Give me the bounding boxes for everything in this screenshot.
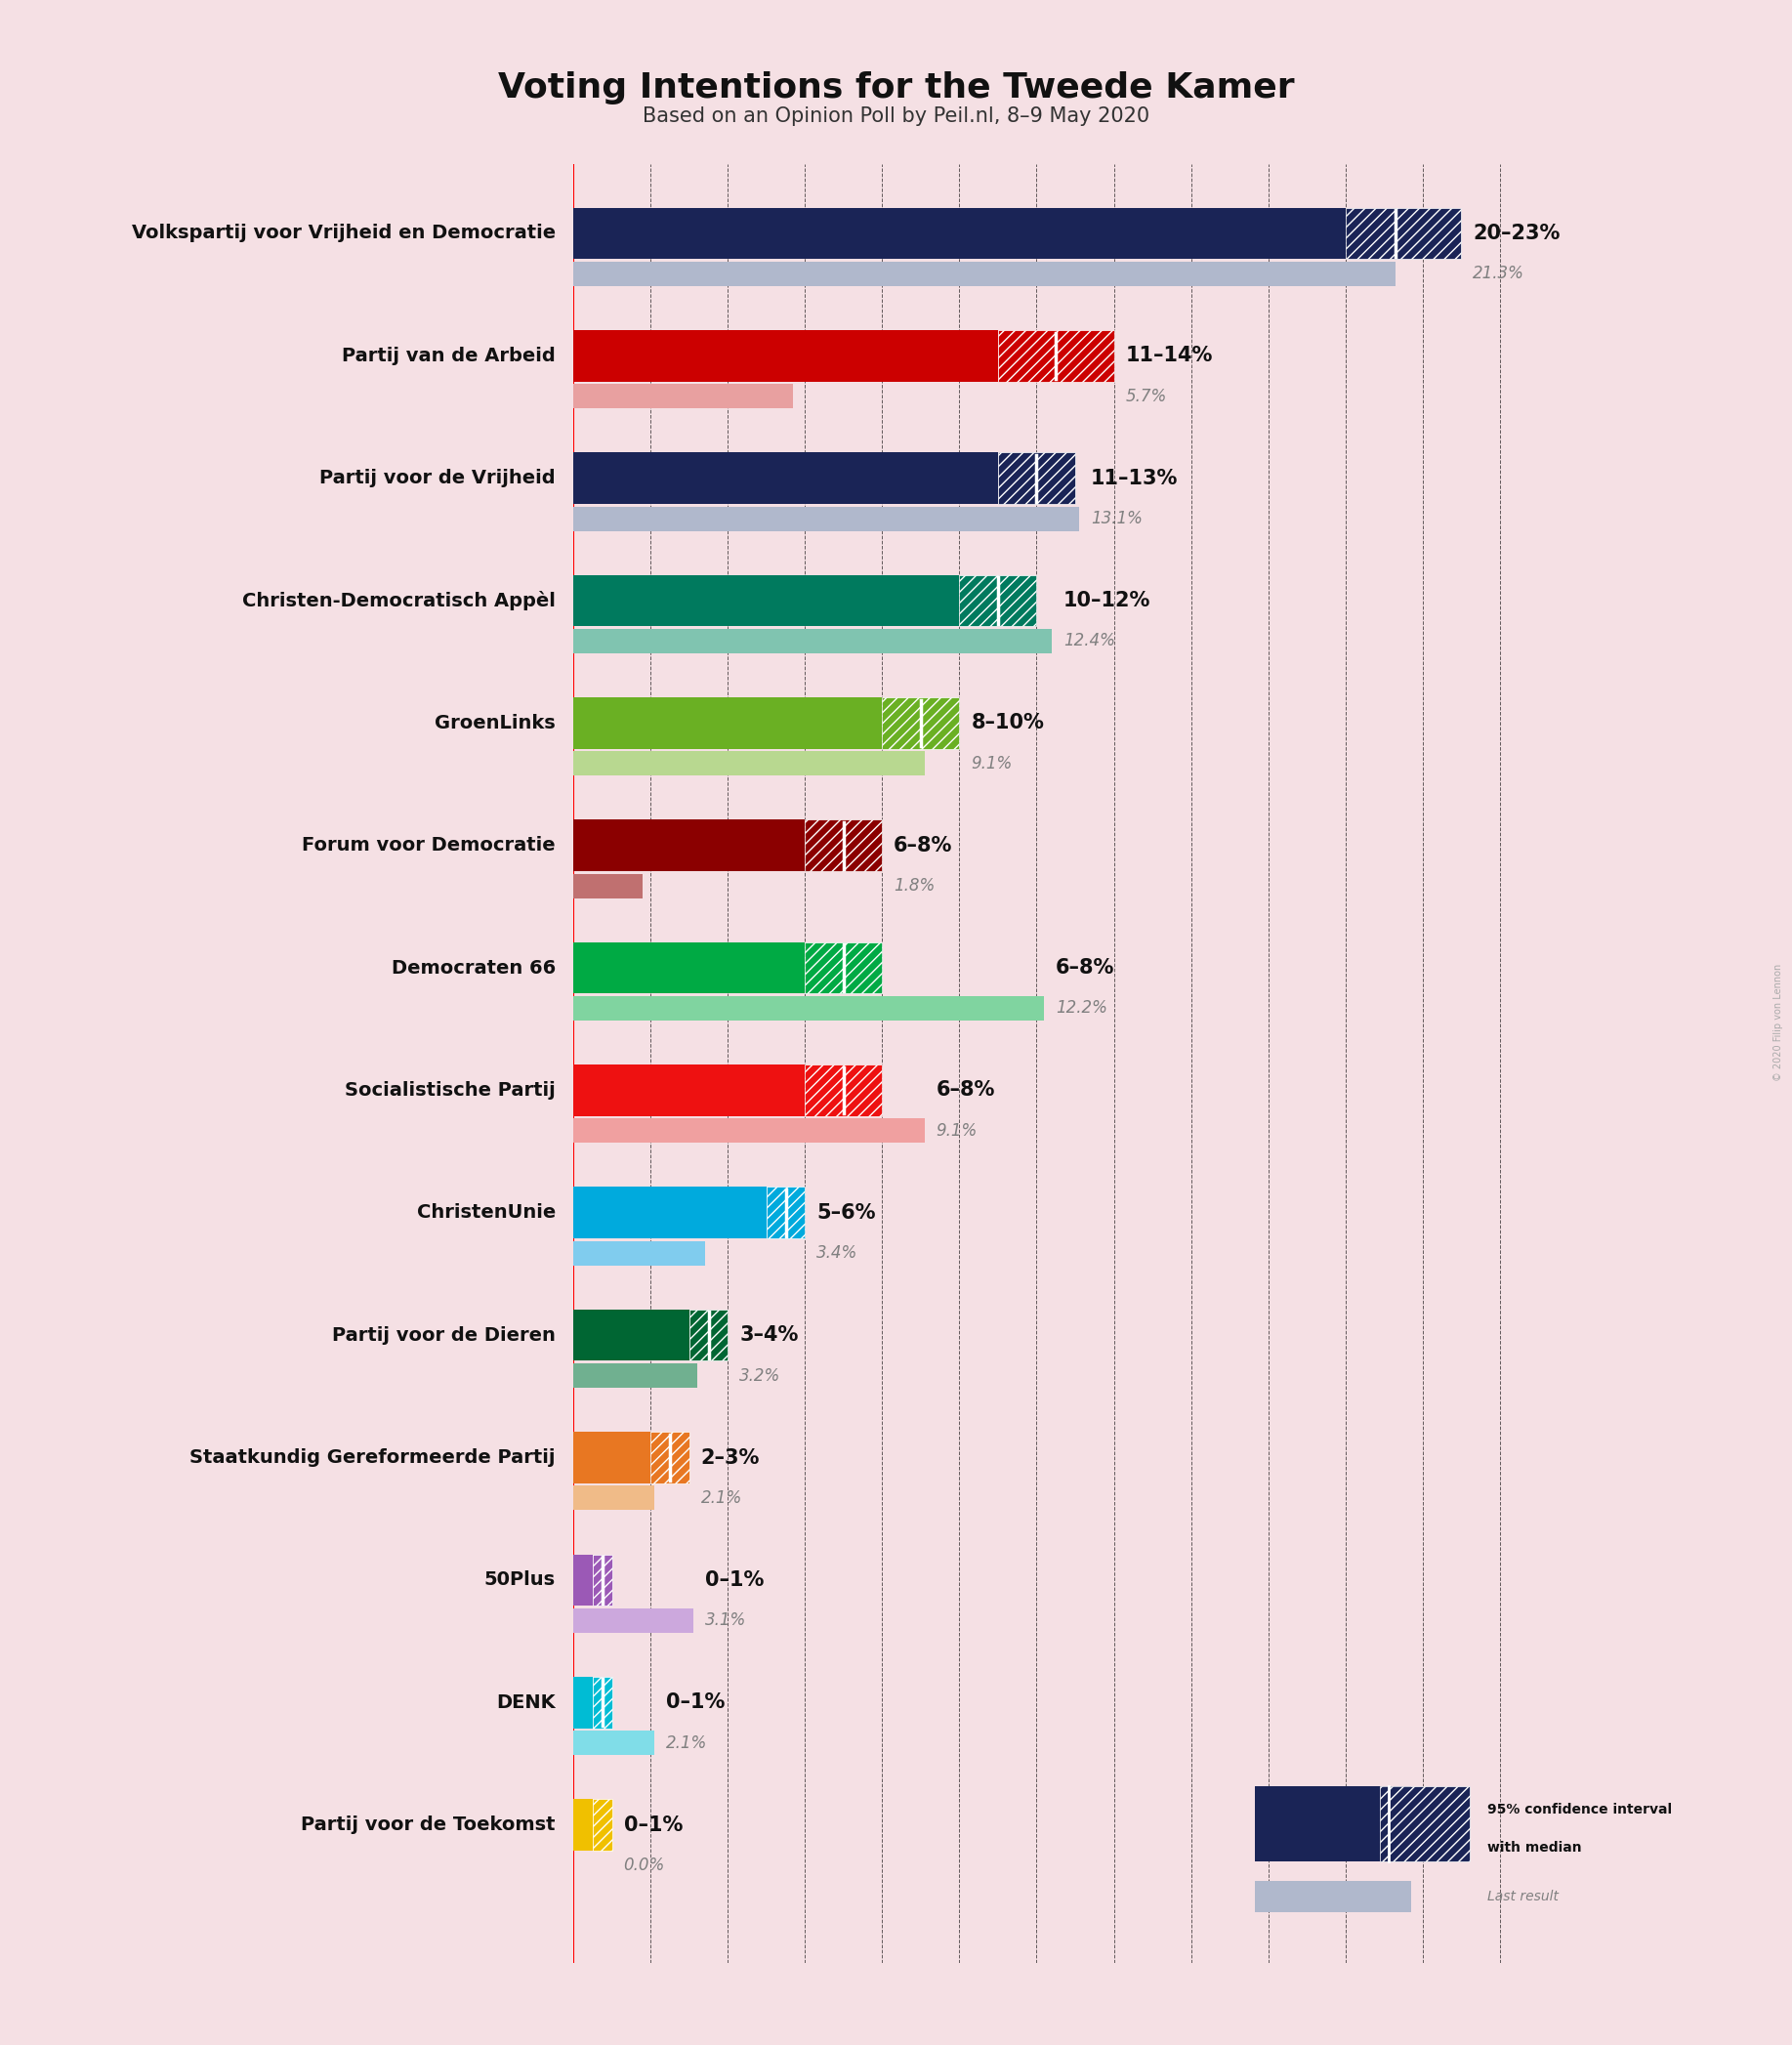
- Bar: [573, 1186, 767, 1239]
- Bar: [573, 452, 998, 503]
- Bar: [1254, 1881, 1410, 1912]
- Text: 50Plus: 50Plus: [484, 1571, 556, 1589]
- Bar: [573, 1241, 704, 1266]
- Text: 6–8%: 6–8%: [935, 1080, 995, 1100]
- Bar: [573, 1364, 697, 1389]
- Bar: [573, 820, 805, 871]
- Bar: [1380, 1785, 1469, 1861]
- Text: 6–8%: 6–8%: [894, 836, 953, 855]
- Text: Christen-Democratisch Appèl: Christen-Democratisch Appèl: [242, 591, 556, 609]
- Bar: [593, 1677, 613, 1728]
- Text: 8–10%: 8–10%: [971, 714, 1045, 732]
- Text: 3–4%: 3–4%: [740, 1325, 799, 1346]
- Text: Based on an Opinion Poll by Peil.nl, 8–9 May 2020: Based on an Opinion Poll by Peil.nl, 8–9…: [643, 106, 1149, 127]
- Text: 11–13%: 11–13%: [1091, 468, 1177, 489]
- Text: 13.1%: 13.1%: [1091, 509, 1142, 528]
- Text: 1.8%: 1.8%: [894, 877, 935, 894]
- Bar: [805, 1065, 882, 1117]
- Text: DENK: DENK: [496, 1693, 556, 1712]
- Text: GroenLinks: GroenLinks: [435, 714, 556, 732]
- Bar: [998, 452, 1075, 503]
- Bar: [573, 1119, 925, 1143]
- Text: Forum voor Democratie: Forum voor Democratie: [303, 836, 556, 855]
- Text: Volkspartij voor Vrijheid en Democratie: Volkspartij voor Vrijheid en Democratie: [131, 225, 556, 243]
- Bar: [573, 209, 1346, 260]
- Text: Socialistische Partij: Socialistische Partij: [344, 1082, 556, 1100]
- Bar: [573, 1065, 805, 1117]
- Text: Last result: Last result: [1487, 1890, 1559, 1904]
- Text: 2–3%: 2–3%: [701, 1448, 760, 1468]
- Text: Partij voor de Vrijheid: Partij voor de Vrijheid: [319, 468, 556, 487]
- Text: 0–1%: 0–1%: [704, 1571, 763, 1589]
- Bar: [573, 507, 1079, 532]
- Text: 0–1%: 0–1%: [667, 1693, 726, 1712]
- Bar: [593, 1800, 613, 1851]
- Bar: [573, 1800, 593, 1851]
- Text: © 2020 Filip von Lennon: © 2020 Filip von Lennon: [1774, 963, 1783, 1082]
- Text: Democraten 66: Democraten 66: [391, 959, 556, 978]
- Bar: [573, 1730, 654, 1755]
- Text: Partij voor de Toekomst: Partij voor de Toekomst: [301, 1816, 556, 1834]
- Text: 2.1%: 2.1%: [667, 1734, 708, 1753]
- Text: 3.1%: 3.1%: [704, 1611, 745, 1630]
- Text: Partij van de Arbeid: Partij van de Arbeid: [342, 346, 556, 366]
- Bar: [573, 1554, 593, 1605]
- Text: with median: with median: [1487, 1840, 1582, 1855]
- Bar: [1346, 209, 1460, 260]
- Bar: [573, 751, 925, 775]
- Bar: [959, 575, 1036, 626]
- Bar: [573, 628, 1052, 652]
- Bar: [998, 329, 1115, 382]
- Text: 95% confidence interval: 95% confidence interval: [1487, 1804, 1672, 1816]
- Bar: [573, 262, 1396, 286]
- Text: 12.2%: 12.2%: [1055, 1000, 1107, 1016]
- Text: 0.0%: 0.0%: [624, 1857, 665, 1873]
- Bar: [573, 873, 643, 898]
- Bar: [573, 575, 959, 626]
- Bar: [573, 1432, 650, 1483]
- Bar: [1254, 1785, 1410, 1861]
- Bar: [573, 1309, 690, 1360]
- Text: 9.1%: 9.1%: [935, 1123, 977, 1139]
- Bar: [593, 1554, 613, 1605]
- Text: Voting Intentions for the Tweede Kamer: Voting Intentions for the Tweede Kamer: [498, 72, 1294, 104]
- Text: 2.1%: 2.1%: [701, 1489, 742, 1507]
- Text: 3.2%: 3.2%: [740, 1366, 781, 1384]
- Text: 6–8%: 6–8%: [1055, 959, 1115, 978]
- Bar: [573, 996, 1045, 1020]
- Text: 12.4%: 12.4%: [1064, 632, 1115, 650]
- Bar: [690, 1309, 728, 1360]
- Text: ChristenUnie: ChristenUnie: [416, 1202, 556, 1223]
- Bar: [650, 1432, 690, 1483]
- Bar: [882, 697, 959, 748]
- Bar: [573, 1677, 593, 1728]
- Text: 10–12%: 10–12%: [1064, 591, 1150, 609]
- Bar: [573, 329, 998, 382]
- Text: 0–1%: 0–1%: [624, 1816, 683, 1834]
- Bar: [573, 697, 882, 748]
- Text: 9.1%: 9.1%: [971, 755, 1012, 773]
- Text: 3.4%: 3.4%: [817, 1243, 858, 1262]
- Text: 20–23%: 20–23%: [1473, 223, 1561, 243]
- Bar: [573, 384, 794, 409]
- Text: 21.3%: 21.3%: [1473, 266, 1525, 282]
- Bar: [573, 1607, 694, 1632]
- Bar: [805, 820, 882, 871]
- Text: Staatkundig Gereformeerde Partij: Staatkundig Gereformeerde Partij: [190, 1448, 556, 1466]
- Text: 5.7%: 5.7%: [1125, 387, 1167, 405]
- Text: Partij voor de Dieren: Partij voor de Dieren: [332, 1325, 556, 1344]
- Bar: [767, 1186, 805, 1239]
- Text: 11–14%: 11–14%: [1125, 346, 1213, 366]
- Bar: [805, 943, 882, 994]
- Text: 5–6%: 5–6%: [817, 1202, 876, 1223]
- Bar: [573, 1487, 654, 1511]
- Bar: [573, 943, 805, 994]
